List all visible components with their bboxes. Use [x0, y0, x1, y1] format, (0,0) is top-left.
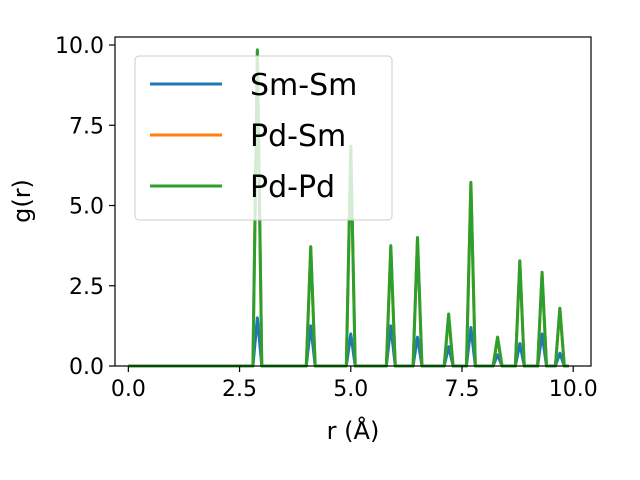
legend-label-sm-sm: Sm-Sm: [250, 68, 357, 103]
legend-box: [134, 55, 393, 221]
x-axis-title: r (Å): [327, 416, 380, 445]
x-axis-ticks: 0.0 2.5 5.0 7.5 10.0: [111, 366, 598, 402]
series-layer: [128, 48, 569, 368]
y-tick-label: 0.0: [69, 355, 104, 380]
y-tick-label: 7.5: [69, 114, 104, 139]
x-tick-label: 7.5: [444, 377, 479, 402]
legend-label-pd-pd: Pd-Pd: [250, 170, 335, 205]
plot-frame: [114, 36, 592, 367]
legend: Sm-Sm Pd-Sm Pd-Pd: [134, 55, 393, 221]
y-axis-title: g(r): [8, 179, 36, 223]
y-axis-ticks: 0.0 2.5 5.0 7.5 10.0: [55, 34, 115, 380]
series-line-pd-pd: [128, 48, 569, 368]
x-tick-label: 0.0: [111, 377, 146, 402]
y-tick-label: 5.0: [69, 195, 104, 220]
x-tick-label: 10.0: [549, 377, 598, 402]
y-tick-label: 10.0: [55, 34, 104, 59]
legend-label-pd-sm: Pd-Sm: [250, 119, 346, 154]
y-tick-label: 2.5: [69, 275, 104, 300]
x-tick-label: 2.5: [222, 377, 257, 402]
x-tick-label: 5.0: [333, 377, 368, 402]
